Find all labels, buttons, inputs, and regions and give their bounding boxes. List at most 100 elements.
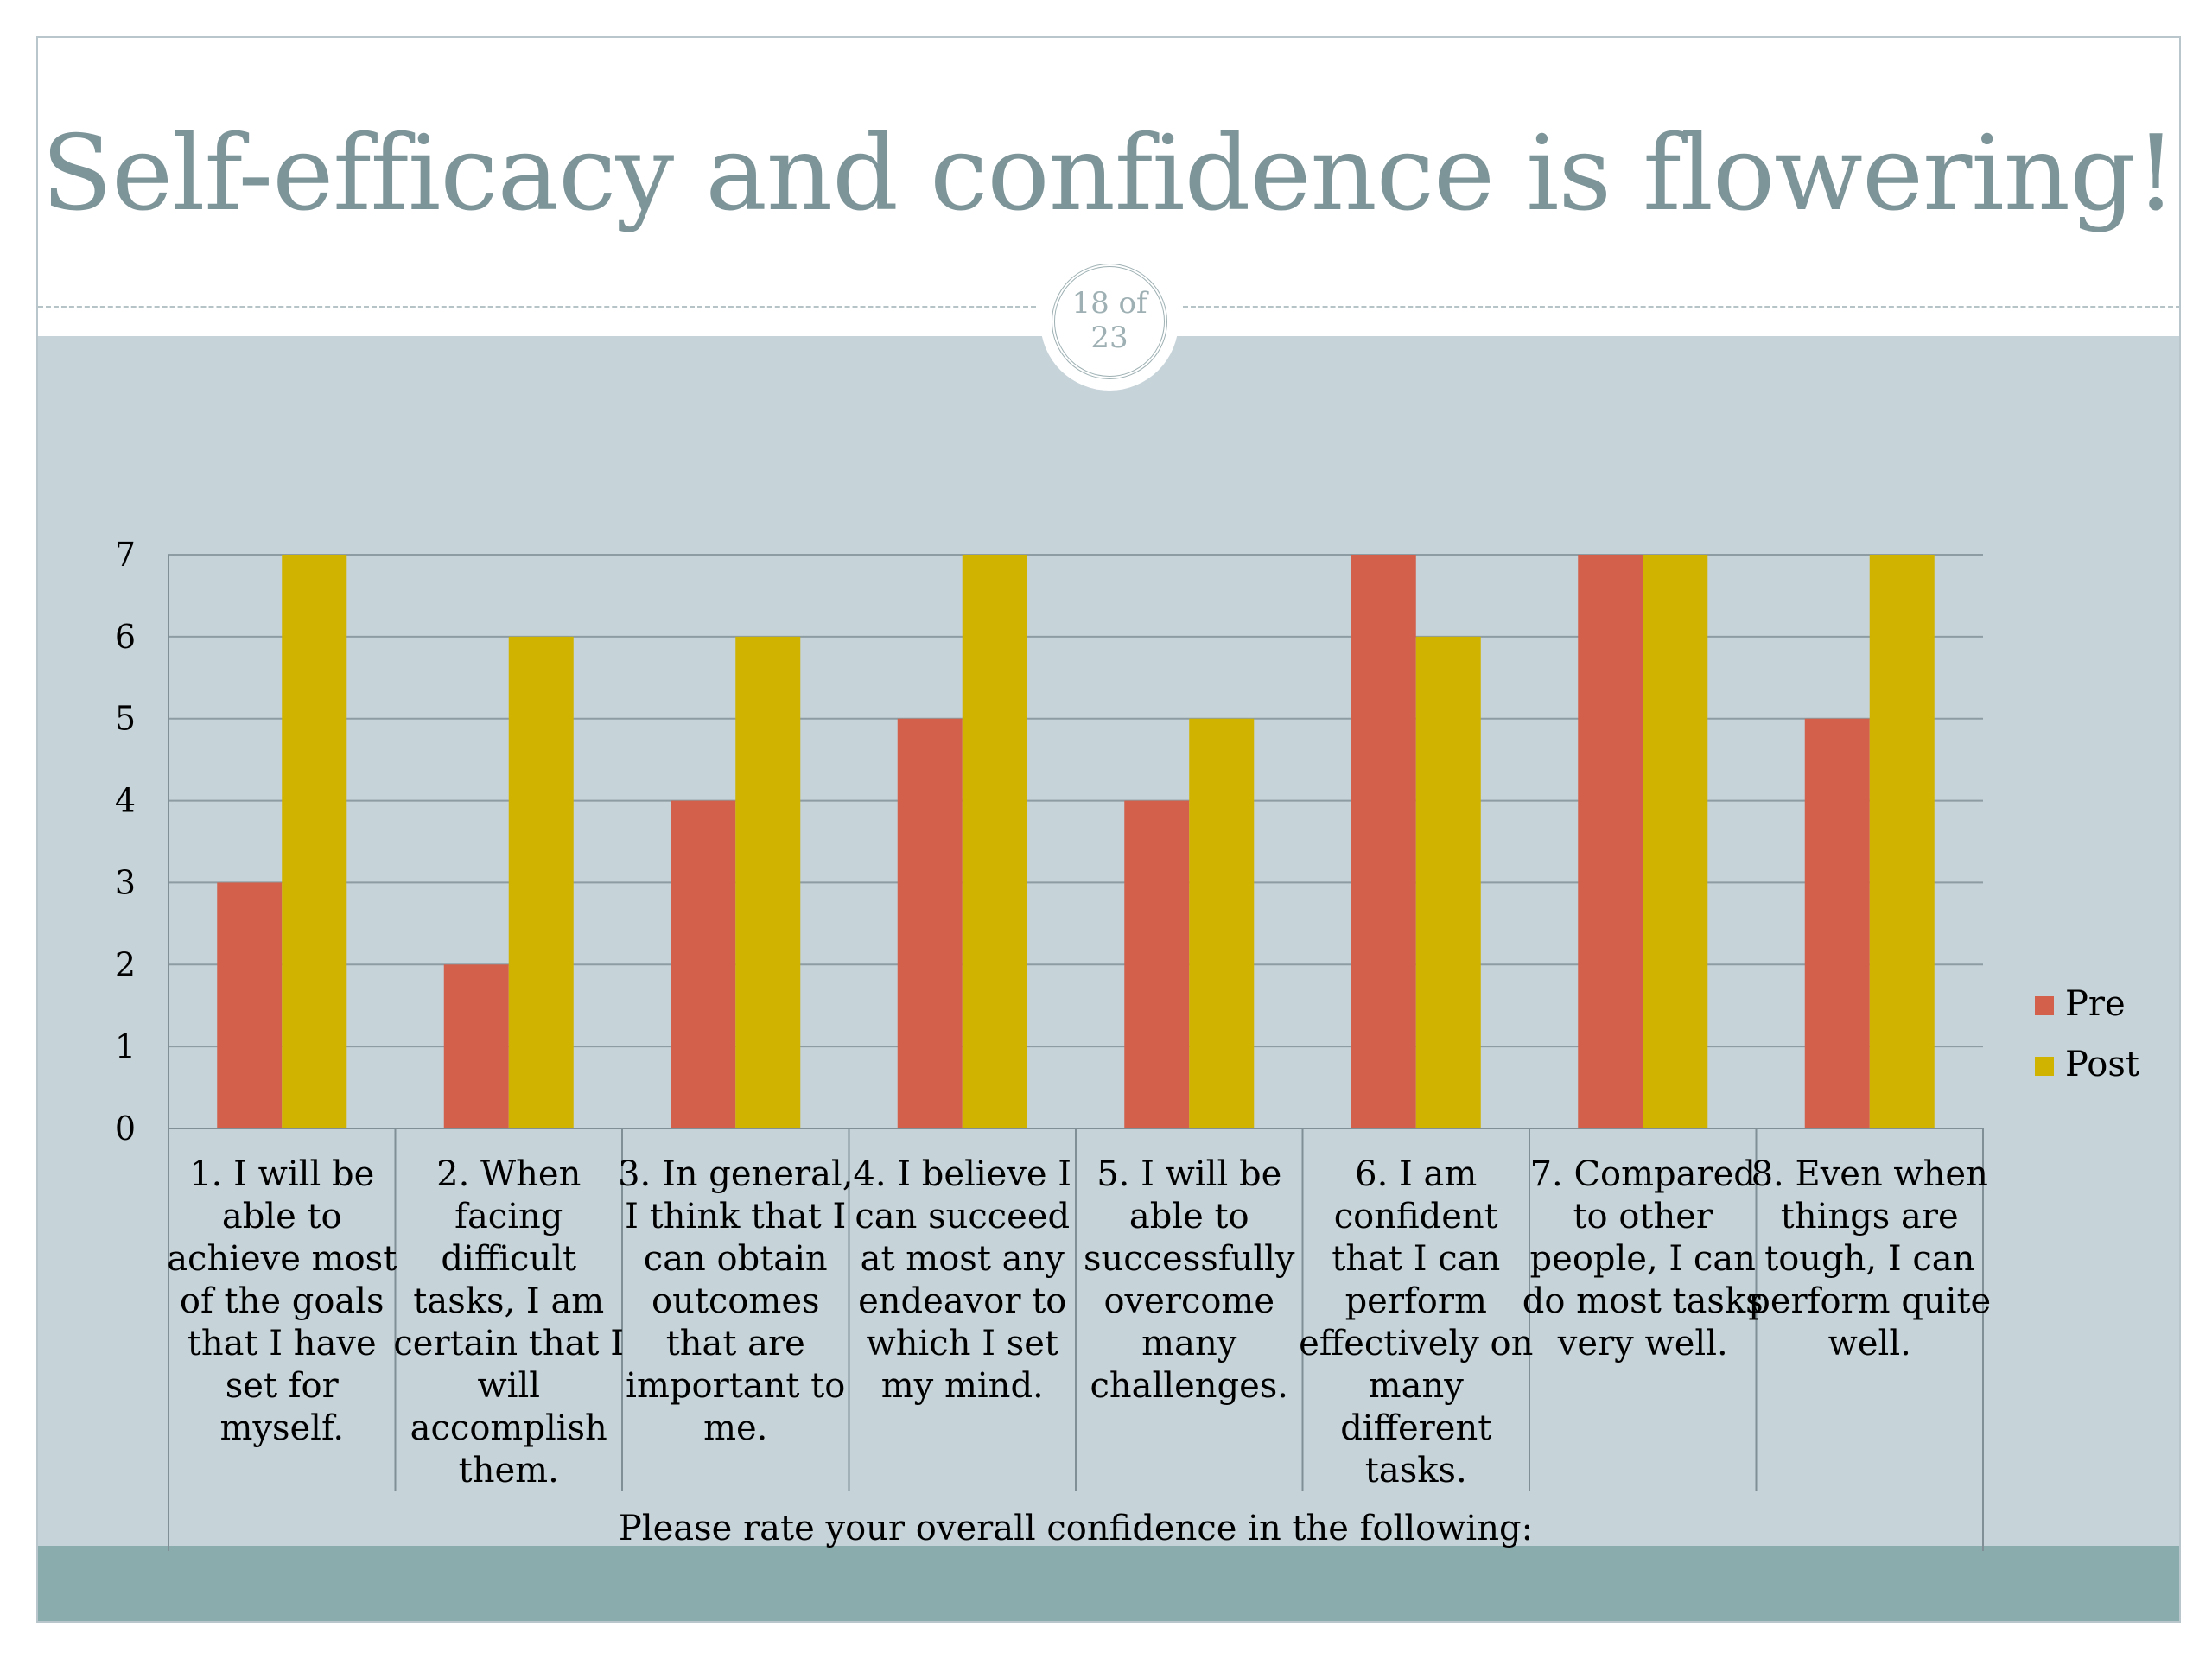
category-label-line: effectively on [1299, 1324, 1533, 1363]
category-labels: 1. I will be able to achieve most of the go… [167, 1154, 1991, 1491]
category-label-line: 6. I am [1355, 1154, 1477, 1194]
category-label-line: people, I can [1530, 1239, 1756, 1279]
category-label-line: that I have [188, 1324, 377, 1363]
category-label-line: 1. I will be [189, 1154, 374, 1194]
y-tick-label: 2 [115, 945, 136, 983]
category-label-line: difficult [441, 1239, 576, 1279]
bar-pre [897, 718, 963, 1128]
category-label-line: to other [1573, 1197, 1713, 1236]
series-post-bars [282, 555, 1935, 1128]
gridlines [168, 554, 1983, 1048]
y-tick-label: 3 [115, 863, 136, 901]
bar-post [1643, 555, 1708, 1128]
category-label-line: endeavor to [858, 1281, 1066, 1321]
legend-label-pre: Pre [2065, 984, 2126, 1024]
category-label: 7. Compared to other people, I can do most … [1522, 1154, 1764, 1363]
category-label-line: 2. When [436, 1154, 581, 1194]
category-label-line: me. [703, 1408, 767, 1448]
y-axis-tick-labels: 0 1 2 3 4 5 6 7 [115, 536, 136, 1147]
category-label-line: very well. [1557, 1324, 1728, 1363]
category-label-line: things are [1781, 1197, 1959, 1236]
bar-post [508, 636, 574, 1128]
category-label: 2. When facing difficult tasks, I am certain… [393, 1154, 624, 1491]
category-label-line: of the goals [180, 1281, 385, 1321]
page-number-badge: 18 of 23 [1040, 252, 1179, 391]
category-label-line: will [477, 1366, 540, 1406]
bar-pre [1124, 800, 1190, 1128]
category-label-line: that are [666, 1324, 805, 1363]
y-tick-label: 6 [115, 618, 136, 656]
legend-swatch-post [2035, 1057, 2054, 1076]
category-label-line: which I set [867, 1324, 1058, 1363]
bar-pre [1804, 718, 1870, 1128]
category-label-line: many [1141, 1324, 1237, 1363]
legend-swatch-pre [2035, 996, 2054, 1015]
category-label-line: set for [226, 1366, 340, 1406]
category-label: 8. Even when things are tough, I can perfor… [1748, 1154, 1991, 1363]
bar-post [1869, 555, 1935, 1128]
category-label-line: perform quite [1748, 1281, 1991, 1321]
category-label-line: important to [626, 1366, 845, 1406]
category-label-line: able to [222, 1197, 342, 1236]
category-label-line: tasks. [1365, 1451, 1467, 1491]
category-label-line: overcome [1103, 1281, 1274, 1321]
category-label-line: accomplish [410, 1408, 607, 1448]
category-label-line: tough, I can [1764, 1239, 1974, 1279]
category-label-line: I think that I [625, 1197, 846, 1236]
header-divider-right [1183, 306, 2179, 308]
category-label-line: that I can [1332, 1239, 1500, 1279]
bar-pre [1351, 555, 1416, 1128]
category-label-line: tasks, I am [413, 1281, 604, 1321]
category-label-line: certain that I [393, 1324, 624, 1363]
category-label-line: perform [1345, 1281, 1487, 1321]
category-label-line: them. [459, 1451, 559, 1491]
bar-post [1415, 636, 1481, 1128]
category-label-line: confident [1334, 1197, 1498, 1236]
category-label-line: 4. I believe I [853, 1154, 1071, 1194]
footer-band [38, 1546, 2179, 1621]
category-axis-frame [168, 555, 1984, 1551]
category-label-line: can succeed [855, 1197, 1070, 1236]
y-tick-label: 4 [115, 782, 136, 820]
bar-pre [1578, 555, 1643, 1128]
bar-pre [671, 800, 736, 1128]
bar-post [735, 636, 801, 1128]
legend: Pre Post [2035, 984, 2139, 1084]
bar-post [962, 555, 1027, 1128]
category-label-line: can obtain [644, 1239, 828, 1279]
category-label-line: challenges. [1090, 1366, 1288, 1406]
category-label-line: do most tasks [1522, 1281, 1764, 1321]
category-label-line: different [1340, 1408, 1491, 1448]
bar-pre [217, 882, 283, 1128]
legend-label-post: Post [2065, 1045, 2139, 1084]
category-label-line: successfully [1084, 1239, 1295, 1279]
y-tick-label: 0 [115, 1109, 136, 1147]
category-label-line: 8. Even when [1751, 1154, 1988, 1194]
bar-pre [443, 964, 509, 1128]
category-label-line: able to [1129, 1197, 1249, 1236]
category-label-line: facing [454, 1197, 563, 1236]
category-label-line: well. [1828, 1324, 1911, 1363]
category-label-line: at most any [861, 1239, 1065, 1279]
y-tick-label: 1 [115, 1027, 136, 1065]
bar-post [282, 555, 347, 1128]
y-tick-label: 7 [115, 536, 136, 574]
series-pre-bars [217, 555, 1870, 1128]
category-label-line: outcomes [652, 1281, 820, 1321]
category-label: 5. I will be able to successfully overcome m… [1084, 1154, 1295, 1406]
x-axis-title: Please rate your overall confidence in t… [619, 1509, 1533, 1548]
category-label-line: 3. In general, [618, 1154, 853, 1194]
category-label-line: many [1369, 1366, 1465, 1406]
page-number: 18 of 23 [1052, 264, 1167, 379]
category-label: 1. I will be able to achieve most of the go… [167, 1154, 397, 1448]
category-label: 6. I am confident that I can perform effecti… [1299, 1154, 1533, 1491]
category-label-line: my mind. [881, 1366, 1044, 1406]
bar-post [1189, 718, 1255, 1128]
slide-title: Self-efficacy and confidence is flowerin… [41, 114, 2177, 234]
category-label-line: myself. [219, 1408, 344, 1448]
category-label-line: achieve most [167, 1239, 397, 1279]
category-label-line: 7. Compared [1530, 1154, 1756, 1194]
y-tick-label: 5 [115, 700, 136, 738]
